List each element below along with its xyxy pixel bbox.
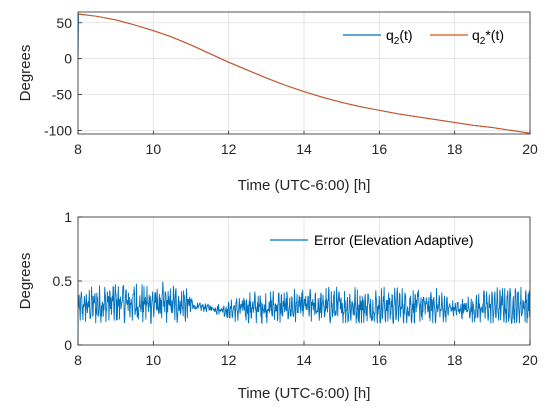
x-tick-label: 14 xyxy=(296,141,312,157)
top-chart-plot-area xyxy=(78,13,530,134)
x-tick-label: 14 xyxy=(296,352,312,368)
top-chart-y-axis-label: Degrees xyxy=(17,45,34,102)
y-tick-label: 50 xyxy=(56,15,72,31)
y-tick-label: 0.5 xyxy=(53,273,73,289)
bottom-chart-legend: Error (Elevation Adaptive) xyxy=(270,232,474,248)
y-tick-label: -100 xyxy=(44,122,72,138)
legend-entry-q2: q2(t) xyxy=(386,27,413,47)
x-tick-label: 18 xyxy=(447,141,463,157)
bottom-chart-x-axis-label: Time (UTC-6:00) [h] xyxy=(238,385,371,402)
x-tick-label: 20 xyxy=(522,141,538,157)
y-tick-label: -50 xyxy=(52,87,72,103)
legend-entry-q2-star: q2*(t) xyxy=(472,27,504,47)
bottom-chart-axes-box xyxy=(77,216,531,346)
bottom-chart-x-tick-labels: 8 10 12 14 16 18 20 xyxy=(74,352,538,368)
x-tick-label: 10 xyxy=(146,352,162,368)
top-chart: 8 10 12 14 16 18 20 50 0 -50 -100 Time (UTC-6:00)… xyxy=(17,11,538,194)
x-tick-label: 16 xyxy=(372,141,388,157)
y-tick-label: 0 xyxy=(64,51,72,67)
top-chart-axes-box xyxy=(77,11,531,135)
bottom-chart-y-axis-label: Degrees xyxy=(17,253,34,310)
y-tick-label: 1 xyxy=(64,209,72,225)
x-tick-label: 12 xyxy=(221,141,237,157)
series-line-q2-star xyxy=(78,13,530,134)
bottom-chart-y-tick-labels: 00.51 xyxy=(53,209,73,353)
x-tick-label: 20 xyxy=(522,352,538,368)
legend-entry-error-elevation-adaptive: Error (Elevation Adaptive) xyxy=(314,232,474,248)
x-tick-label: 8 xyxy=(74,141,82,157)
x-tick-label: 10 xyxy=(146,141,162,157)
top-chart-y-tick-labels: 50 0 -50 -100 xyxy=(44,15,72,139)
top-chart-legend: q2(t) q2*(t) xyxy=(343,27,504,47)
top-chart-x-axis-label: Time (UTC-6:00) [h] xyxy=(238,177,371,194)
bottom-chart: 8 10 12 14 16 18 20 00.51 Time (UTC-6:00) [h] … xyxy=(17,209,538,402)
x-tick-label: 12 xyxy=(221,352,237,368)
x-tick-label: 18 xyxy=(447,352,463,368)
bottom-chart-plot-area xyxy=(78,281,530,345)
x-tick-label: 8 xyxy=(74,352,82,368)
y-tick-label: 0 xyxy=(64,337,72,353)
x-tick-label: 16 xyxy=(372,352,388,368)
series-line-error-elevation-adaptive xyxy=(78,281,530,345)
top-chart-x-tick-labels: 8 10 12 14 16 18 20 xyxy=(74,141,538,157)
